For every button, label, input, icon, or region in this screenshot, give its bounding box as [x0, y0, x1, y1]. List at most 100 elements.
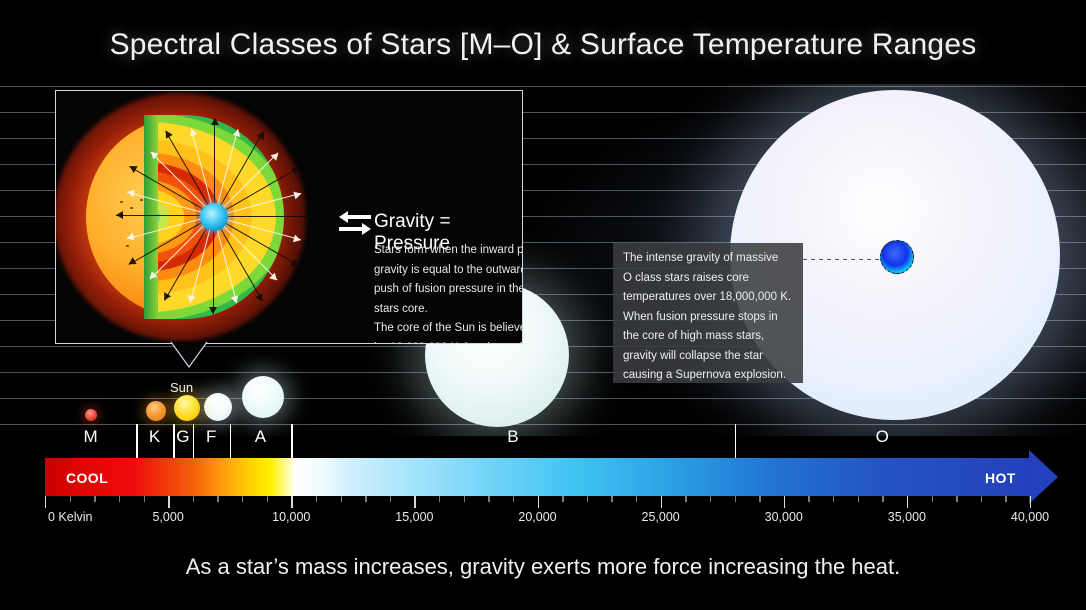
o-annotation-line: temperatures over 18,000,000 K. — [623, 291, 792, 303]
gridline — [0, 138, 1086, 139]
class-divider — [136, 424, 138, 458]
gridline — [0, 112, 1086, 113]
axis-tick — [586, 496, 589, 502]
axis-tick — [1030, 496, 1032, 508]
sun-cut-edge — [144, 115, 158, 319]
axis-tick-label: 15,000 — [395, 510, 434, 524]
class-label-g: G — [176, 427, 190, 446]
axis-tick — [783, 496, 786, 508]
class-divider — [291, 424, 293, 458]
class-divider — [192, 424, 195, 458]
sun-cutaway-panel: Gravity = Pressure Stars form when the i… — [55, 90, 523, 344]
star-a — [242, 376, 284, 418]
axis-tick-label: 35,000 — [887, 510, 926, 524]
axis-tick — [45, 496, 47, 508]
force-arrow — [220, 213, 312, 221]
axis-tick — [980, 496, 983, 502]
gravity-pressure-arrows-icon — [338, 210, 372, 236]
axis-tick-label: 25,000 — [641, 510, 680, 524]
class-label-m: M — [83, 427, 98, 446]
axis-tick-label: 30,000 — [764, 510, 803, 524]
class-divider — [734, 424, 737, 458]
o-annotation-line: The intense gravity of massive — [623, 252, 779, 264]
star-f — [204, 393, 232, 421]
force-arrow — [116, 211, 208, 219]
axis-tick — [906, 496, 909, 508]
axis-tick — [414, 496, 416, 508]
class-divider — [229, 424, 232, 458]
star-g-sun — [174, 395, 200, 421]
axis-tick — [389, 496, 392, 502]
axis-tick — [143, 496, 145, 502]
gridline — [0, 424, 1086, 425]
temperature-bar-arrowhead — [1029, 450, 1058, 504]
class-label-b: B — [507, 427, 519, 446]
force-arrow — [211, 118, 219, 210]
axis-tick — [611, 496, 613, 502]
axis-tick — [266, 496, 269, 502]
panel-heading: Gravity = Pressure — [374, 211, 451, 254]
gridline — [0, 190, 1086, 191]
star-m — [85, 409, 97, 421]
o-class-annotation: The intense gravity of massive O class st… — [613, 243, 803, 383]
axis-tick-label: 5,000 — [152, 510, 184, 524]
force-arrow — [209, 222, 217, 314]
gridline — [0, 268, 1086, 269]
temperature-gradient-bar — [45, 458, 1030, 496]
panel-line: be 16,000,000 K, but the surface — [374, 339, 522, 344]
axis-tick — [168, 496, 170, 508]
class-label-o: O — [875, 427, 889, 446]
axis-tick — [463, 496, 466, 502]
axis-ticks — [0, 496, 1086, 510]
axis-tick — [660, 496, 663, 508]
class-label-k: K — [148, 427, 161, 446]
panel-line: stars core. — [374, 302, 428, 315]
page-title: Spectral Classes of Stars [M–O] & Surfac… — [109, 28, 977, 61]
axis-tick — [488, 496, 490, 502]
axis-tick-label: 0 Kelvin — [48, 510, 93, 524]
gridline — [0, 86, 1086, 87]
panel-line: Stars form when the inward pull of — [374, 244, 523, 256]
axis-tick — [759, 496, 761, 502]
gridline — [0, 216, 1086, 217]
axis-tick — [94, 496, 96, 502]
gridline — [0, 164, 1086, 165]
axis-tick — [636, 496, 638, 502]
axis-tick — [118, 496, 121, 502]
o-core-leader-line — [803, 259, 885, 260]
o-annotation-line: the core of high mass stars, — [623, 330, 765, 342]
axis-tick — [1005, 496, 1007, 502]
axis-tick — [69, 496, 72, 502]
axis-tick — [512, 496, 515, 502]
axis-tick — [242, 496, 244, 502]
o-annotation-line: gravity will collapse the star — [623, 349, 763, 362]
panel-line: gravity is equal to the outward — [374, 263, 523, 276]
axis-tick-label: 40,000 — [1010, 510, 1050, 524]
axis-tick-label: 20,000 — [518, 510, 557, 524]
class-divider — [173, 424, 175, 458]
hot-label: HOT — [985, 470, 1016, 486]
sun-core — [200, 203, 228, 231]
o-annotation-line: O class stars raises core — [623, 271, 749, 284]
gridline — [0, 294, 1086, 295]
gridline — [0, 242, 1086, 243]
axis-tick-label: 10,000 — [272, 510, 311, 524]
panel-line: The core of the Sun is believed to — [374, 322, 522, 334]
class-label-f: F — [206, 427, 217, 446]
o-annotation-line: When fusion pressure stops in — [623, 310, 778, 323]
axis-tick — [315, 496, 318, 502]
cool-label: COOL — [66, 470, 109, 486]
axis-tick — [685, 496, 687, 502]
axis-tick — [956, 496, 958, 502]
caption: As a star’s mass increases, gravity exer… — [185, 554, 901, 579]
star-k — [146, 401, 166, 421]
o-annotation-line: causing a Supernova explosion. — [623, 369, 787, 381]
panel-line: push of fusion pressure in the — [374, 283, 523, 295]
class-label-a: A — [254, 427, 267, 446]
sun-label: Sun — [170, 380, 194, 395]
axis-tick — [857, 496, 860, 502]
axis-tick — [882, 496, 884, 502]
axis-tick — [833, 496, 835, 502]
